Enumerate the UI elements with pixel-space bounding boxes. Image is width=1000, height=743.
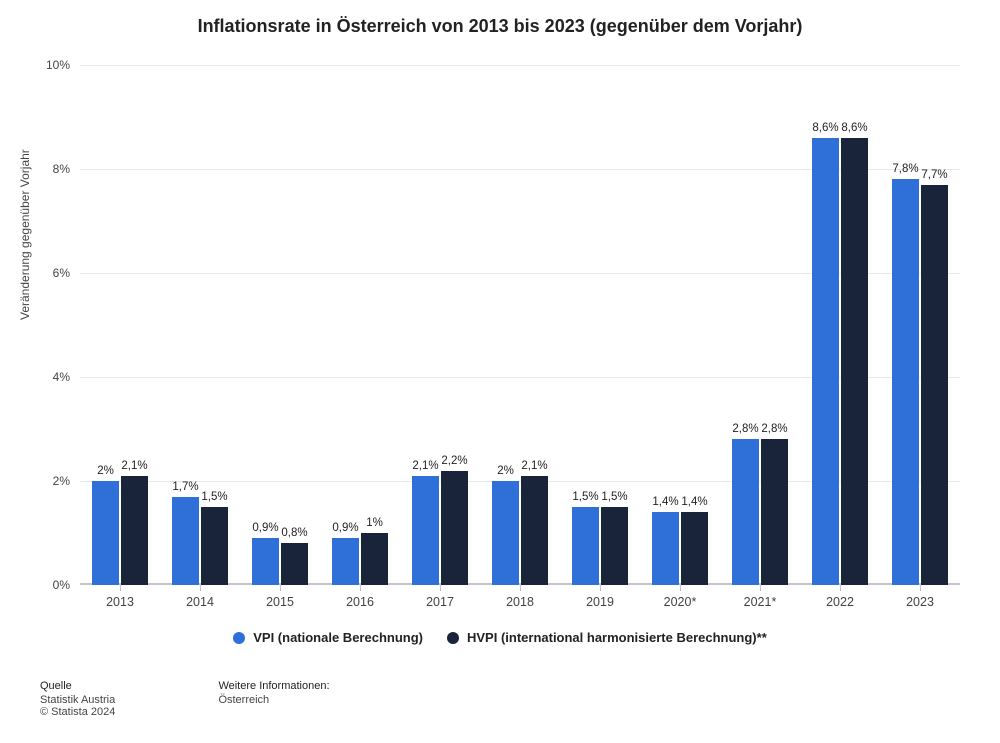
x-tick bbox=[280, 585, 281, 591]
x-tick bbox=[120, 585, 121, 591]
footer-source: Quelle Statistik Austria © Statista 2024 bbox=[40, 680, 115, 718]
bar-value-label: 0,9% bbox=[332, 522, 358, 534]
bar-value-label: 8,6% bbox=[812, 122, 838, 134]
x-tick-label: 2022 bbox=[826, 595, 854, 609]
y-tick-label: 6% bbox=[30, 266, 70, 280]
x-tick-label: 2020* bbox=[664, 595, 697, 609]
bar bbox=[441, 471, 468, 585]
bar bbox=[921, 185, 948, 585]
footer-source-line2: © Statista 2024 bbox=[40, 706, 115, 718]
bar bbox=[361, 533, 388, 585]
bar bbox=[652, 512, 679, 585]
gridline bbox=[80, 65, 960, 66]
y-tick-label: 10% bbox=[30, 58, 70, 72]
bar bbox=[492, 481, 519, 585]
legend-label: HVPI (international harmonisierte Berech… bbox=[467, 630, 767, 645]
x-tick-label: 2021* bbox=[744, 595, 777, 609]
legend: VPI (nationale Berechnung) HVPI (internat… bbox=[0, 630, 1000, 647]
bar-value-label: 1,4% bbox=[681, 496, 707, 508]
bar bbox=[412, 476, 439, 585]
y-tick-label: 8% bbox=[30, 162, 70, 176]
bar-value-label: 2% bbox=[497, 465, 514, 477]
bar-value-label: 1,5% bbox=[572, 491, 598, 503]
y-tick-label: 0% bbox=[30, 578, 70, 592]
bar bbox=[601, 507, 628, 585]
x-tick bbox=[760, 585, 761, 591]
bar bbox=[172, 497, 199, 585]
x-tick-label: 2017 bbox=[426, 595, 454, 609]
bar bbox=[812, 138, 839, 585]
bar bbox=[521, 476, 548, 585]
footer: Quelle Statistik Austria © Statista 2024… bbox=[40, 680, 960, 718]
x-tick bbox=[520, 585, 521, 591]
y-tick-label: 4% bbox=[30, 370, 70, 384]
bar bbox=[121, 476, 148, 585]
bar-value-label: 0,9% bbox=[252, 522, 278, 534]
bar bbox=[252, 538, 279, 585]
bar-value-label: 2,1% bbox=[121, 460, 147, 472]
legend-swatch bbox=[233, 632, 245, 644]
bar-value-label: 2% bbox=[97, 465, 114, 477]
bar-value-label: 2,1% bbox=[521, 460, 547, 472]
bar bbox=[281, 543, 308, 585]
x-tick-label: 2015 bbox=[266, 595, 294, 609]
footer-source-heading: Quelle bbox=[40, 680, 115, 692]
chart-title: Inflationsrate in Österreich von 2013 bi… bbox=[0, 0, 1000, 47]
bar bbox=[732, 439, 759, 585]
bar-value-label: 8,6% bbox=[841, 122, 867, 134]
legend-swatch bbox=[447, 632, 459, 644]
x-tick-label: 2016 bbox=[346, 595, 374, 609]
footer-info-line1: Österreich bbox=[218, 694, 329, 706]
bar-value-label: 1,4% bbox=[652, 496, 678, 508]
footer-info: Weitere Informationen: Österreich bbox=[218, 680, 329, 706]
chart-area: 0%2%4%6%8%10%20132%2,1%20141,7%1,5%20150… bbox=[80, 65, 960, 585]
x-tick bbox=[200, 585, 201, 591]
bar bbox=[572, 507, 599, 585]
bar-value-label: 0,8% bbox=[281, 527, 307, 539]
plot-region: 0%2%4%6%8%10%20132%2,1%20141,7%1,5%20150… bbox=[80, 65, 960, 585]
bar bbox=[892, 179, 919, 585]
bar-value-label: 7,7% bbox=[921, 169, 947, 181]
bar-value-label: 2,2% bbox=[441, 455, 467, 467]
bar bbox=[201, 507, 228, 585]
x-tick-label: 2019 bbox=[586, 595, 614, 609]
bar-value-label: 7,8% bbox=[892, 163, 918, 175]
bar bbox=[841, 138, 868, 585]
x-tick-label: 2014 bbox=[186, 595, 214, 609]
legend-item: VPI (nationale Berechnung) bbox=[233, 630, 423, 645]
bar-value-label: 1,5% bbox=[601, 491, 627, 503]
x-tick-label: 2023 bbox=[906, 595, 934, 609]
bar-value-label: 1,5% bbox=[201, 491, 227, 503]
x-tick-label: 2013 bbox=[106, 595, 134, 609]
bar bbox=[332, 538, 359, 585]
x-tick bbox=[680, 585, 681, 591]
legend-label: VPI (nationale Berechnung) bbox=[253, 630, 423, 645]
bar-value-label: 1,7% bbox=[172, 481, 198, 493]
footer-source-line1: Statistik Austria bbox=[40, 694, 115, 706]
y-tick-label: 2% bbox=[30, 474, 70, 488]
bar bbox=[92, 481, 119, 585]
legend-item: HVPI (international harmonisierte Berech… bbox=[447, 630, 767, 645]
bar-value-label: 2,1% bbox=[412, 460, 438, 472]
bar-value-label: 2,8% bbox=[732, 423, 758, 435]
x-tick bbox=[360, 585, 361, 591]
bar-value-label: 2,8% bbox=[761, 423, 787, 435]
footer-info-heading: Weitere Informationen: bbox=[218, 680, 329, 692]
bar bbox=[761, 439, 788, 585]
bar-value-label: 1% bbox=[366, 517, 383, 529]
bar bbox=[681, 512, 708, 585]
x-tick bbox=[840, 585, 841, 591]
x-tick-label: 2018 bbox=[506, 595, 534, 609]
x-tick bbox=[920, 585, 921, 591]
x-tick bbox=[440, 585, 441, 591]
x-tick bbox=[600, 585, 601, 591]
